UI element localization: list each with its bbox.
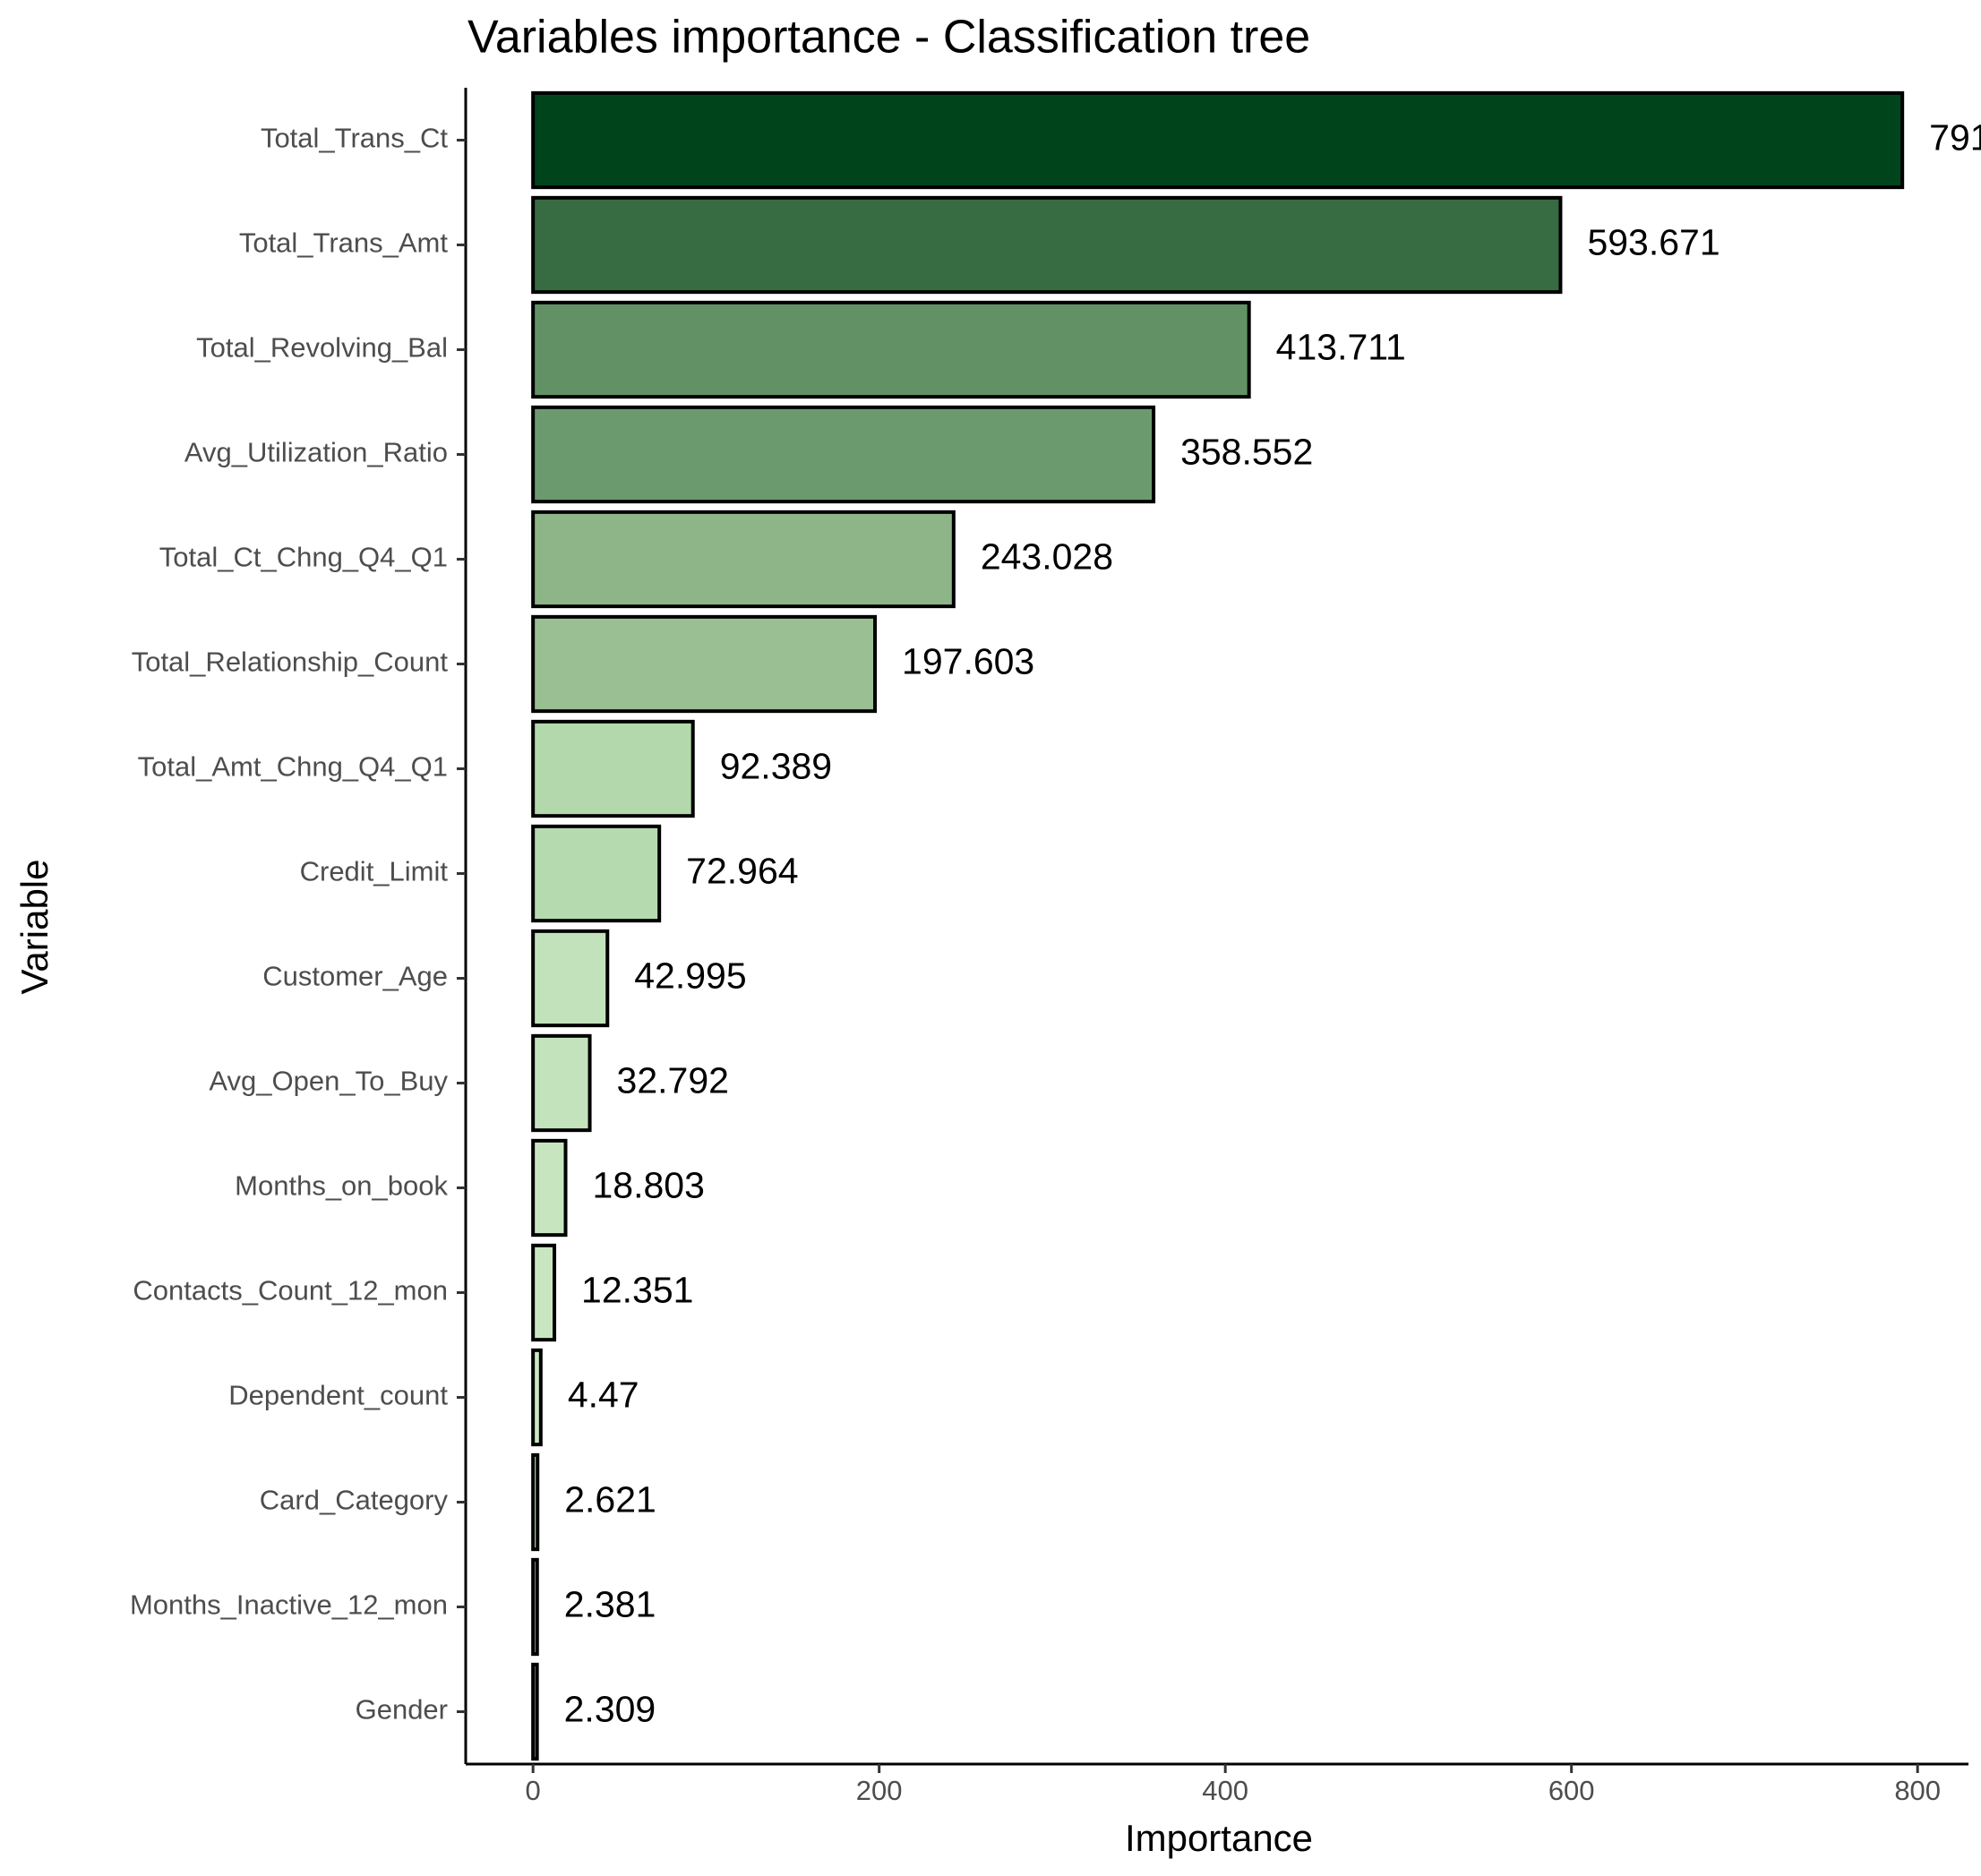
x-tick-label: 800 — [1894, 1775, 1941, 1806]
data-label: 791.2 — [1929, 116, 1981, 158]
bar — [531, 1452, 540, 1552]
data-label: 2.381 — [564, 1583, 656, 1624]
x-tick-label: 400 — [1202, 1775, 1248, 1806]
bar — [531, 1243, 557, 1342]
bar — [531, 1033, 592, 1133]
y-tick-label: Avg_Utilization_Ratio — [184, 437, 448, 468]
data-label: 4.47 — [568, 1374, 639, 1415]
data-label: 2.621 — [564, 1478, 656, 1520]
x-tick-label: 0 — [526, 1775, 541, 1806]
bar — [531, 510, 956, 609]
data-label: 593.671 — [1587, 221, 1719, 262]
bar — [531, 195, 1563, 295]
data-label: 92.389 — [720, 745, 832, 786]
y-tick-label: Dependent_count — [228, 1380, 448, 1411]
data-label: 243.028 — [981, 535, 1113, 577]
y-tick-label: Total_Amt_Chng_Q4_Q1 — [138, 751, 448, 783]
y-tick-label: Total_Trans_Amt — [239, 227, 449, 259]
data-label: 197.603 — [902, 640, 1034, 681]
y-tick-label: Avg_Open_To_Buy — [209, 1066, 448, 1097]
x-axis-title: Importance — [1125, 1817, 1313, 1859]
bar — [531, 824, 662, 923]
data-label: 2.309 — [564, 1688, 656, 1729]
data-label: 32.792 — [617, 1059, 729, 1101]
y-tick-label: Total_Relationship_Count — [132, 647, 449, 678]
y-tick-label: Months_Inactive_12_mon — [130, 1589, 448, 1621]
bar — [531, 1348, 543, 1447]
bar — [531, 1138, 568, 1238]
y-tick-label: Card_Category — [260, 1485, 449, 1516]
bar — [531, 929, 610, 1028]
data-label: 18.803 — [593, 1164, 705, 1205]
y-tick-label: Customer_Age — [262, 961, 448, 992]
y-axis-title: Variable — [13, 860, 56, 995]
data-label: 12.351 — [581, 1269, 693, 1310]
data-label: 72.964 — [686, 850, 798, 891]
y-tick-label: Credit_Limit — [300, 856, 449, 887]
y-tick-label: Gender — [356, 1694, 448, 1726]
chart-title: Variables importance - Classification tr… — [467, 12, 1310, 64]
y-tick-label: Total_Revolving_Bal — [196, 332, 448, 364]
x-tick-label: 200 — [856, 1775, 903, 1806]
y-tick-label: Months_on_book — [235, 1170, 448, 1202]
data-label: 42.995 — [634, 955, 746, 996]
bar — [531, 405, 1156, 504]
y-tick-label: Total_Ct_Chng_Q4_Q1 — [159, 542, 448, 573]
data-label: 358.552 — [1180, 431, 1313, 472]
y-tick-label: Total_Trans_Ct — [261, 123, 448, 154]
bar — [531, 1662, 539, 1761]
data-label: 413.711 — [1276, 326, 1406, 367]
bar — [531, 1557, 539, 1657]
bar — [531, 300, 1251, 399]
x-tick-label: 600 — [1548, 1775, 1595, 1806]
y-tick-label: Contacts_Count_12_mon — [133, 1275, 448, 1306]
bar — [531, 719, 695, 818]
bar — [531, 90, 1905, 190]
bar — [531, 614, 878, 714]
